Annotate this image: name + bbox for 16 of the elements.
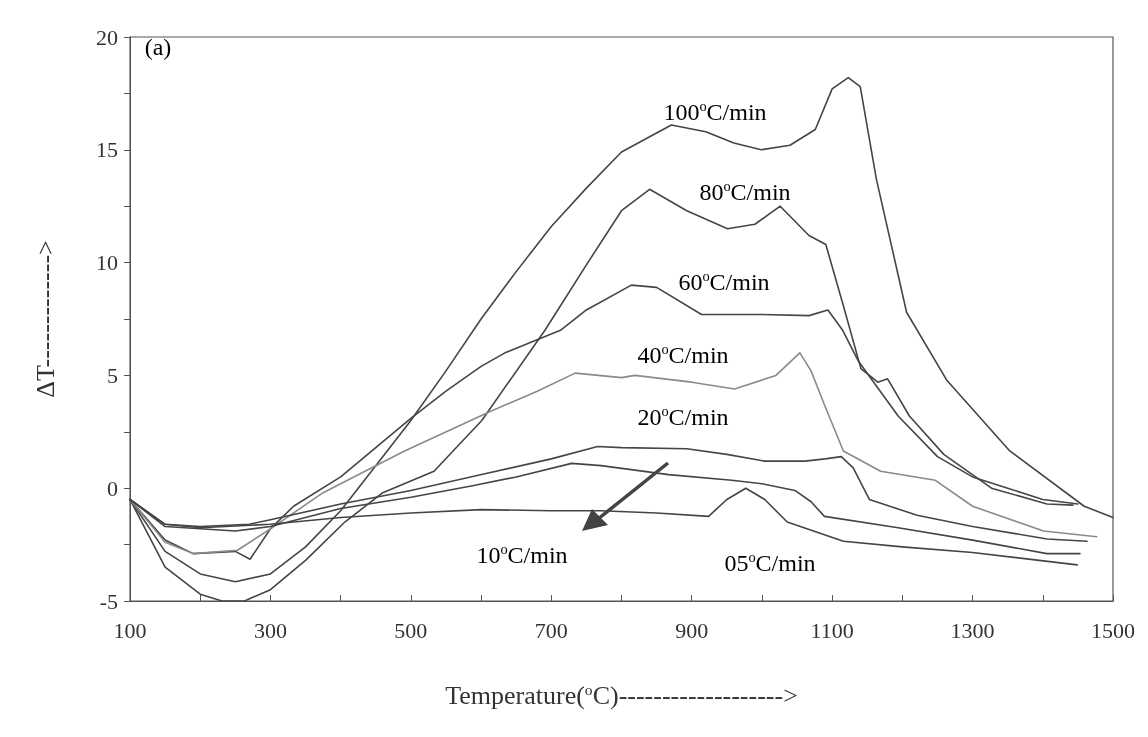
y-tick-label: 5 <box>107 362 118 388</box>
y-tick-label: -5 <box>99 588 118 614</box>
x-tick-label: 100 <box>113 617 147 643</box>
x-tick-label: 1300 <box>950 617 995 643</box>
x-tick-label: 500 <box>394 617 428 643</box>
y-tick-label: 0 <box>107 475 118 501</box>
x-tick-label: 1500 <box>1091 617 1135 643</box>
x-tick-label: 700 <box>534 617 568 643</box>
y-tick-label: 20 <box>96 24 118 50</box>
x-tick-label: 1100 <box>810 617 854 643</box>
y-axis-title: ΔT-------------> <box>30 240 60 398</box>
x-tick-label: 300 <box>253 617 287 643</box>
y-tick-label: 15 <box>96 137 118 163</box>
y-tick-label: 10 <box>96 250 118 276</box>
x-tick-label: 900 <box>675 617 709 643</box>
annotation: (a) <box>144 34 172 60</box>
